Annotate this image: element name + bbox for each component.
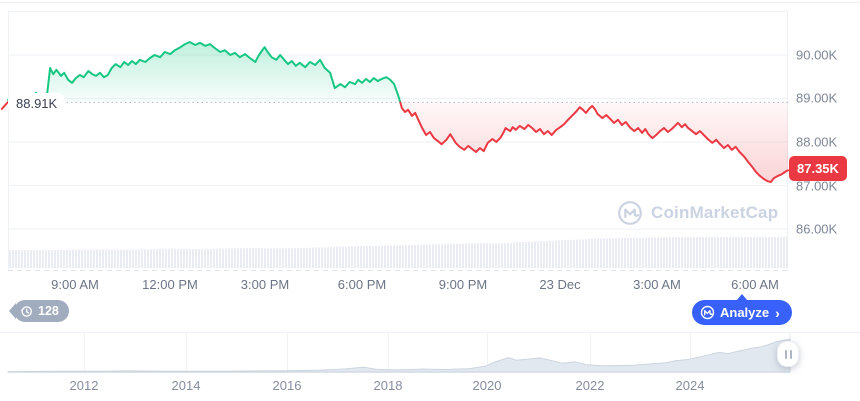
- history-count: 128: [38, 304, 59, 318]
- y-axis-tick: 88.00K: [796, 134, 838, 150]
- chevron-right-icon: ›: [775, 304, 780, 321]
- y-axis-tick: 90.00K: [796, 47, 838, 63]
- x-axis-tick: 23 Dec: [539, 277, 581, 292]
- drag-handle-icon: [789, 349, 792, 359]
- x-axis-tick: 3:00 PM: [240, 277, 290, 292]
- x-axis-tick: 3:00 AM: [633, 277, 681, 292]
- x-axis-tick: 6:00 PM: [337, 277, 387, 292]
- current-price-badge: 87.35K: [789, 156, 847, 181]
- drag-handle-icon: [784, 349, 787, 359]
- navigator-year-tick: 2016: [272, 378, 302, 393]
- coinmarketcap-logo-icon: [700, 305, 715, 320]
- analyze-button[interactable]: Analyze ›: [692, 294, 792, 325]
- analyze-label: Analyze: [720, 305, 770, 320]
- x-axis-tick: 12:00 PM: [142, 277, 198, 292]
- history-clock-icon: [20, 305, 32, 317]
- open-price-label: 88.91K: [8, 93, 66, 114]
- coinmarketcap-watermark: CoinMarketCap: [617, 200, 778, 226]
- y-axis-tick: 89.00K: [796, 90, 838, 106]
- coinmarketcap-logo-icon: [618, 201, 642, 225]
- navigator-year-tick: 2018: [373, 378, 403, 393]
- navigator-year-tick: 2012: [69, 378, 99, 393]
- navigator-year-tick: 2020: [472, 378, 502, 393]
- y-axis-tick: 86.00K: [796, 221, 838, 237]
- navigator-year-tick: 2024: [675, 378, 705, 393]
- y-axis-tick: 87.00K: [796, 178, 838, 194]
- x-axis-tick: 6:00 AM: [731, 277, 779, 292]
- history-count-badge[interactable]: 128: [9, 300, 69, 322]
- navigator-year-tick: 2014: [171, 378, 201, 393]
- x-axis-tick: 9:00 PM: [438, 277, 488, 292]
- navigator-year-tick: 2022: [575, 378, 605, 393]
- navigator-drag-handle[interactable]: [777, 341, 799, 367]
- watermark-text: CoinMarketCap: [651, 203, 779, 222]
- x-axis-tick: 9:00 AM: [51, 277, 99, 292]
